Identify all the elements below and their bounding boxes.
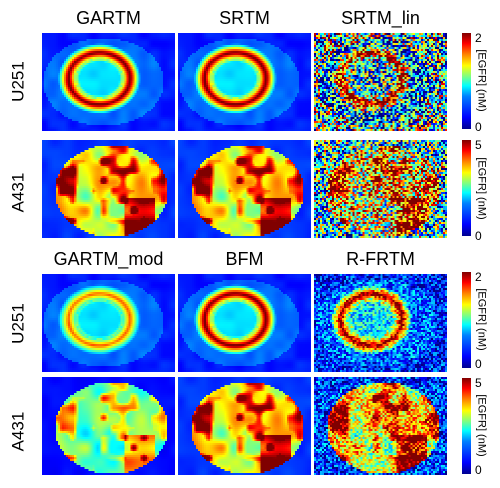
row-label-a431: A431 bbox=[8, 172, 28, 213]
map-panel-u251-r-frtm bbox=[314, 274, 447, 372]
colorbar-a431-top bbox=[462, 140, 471, 236]
map-panel-a431-gartm bbox=[42, 140, 175, 238]
column-title-srtm-lin: SRTM_lin bbox=[341, 8, 420, 28]
map-panel-u251-srtm bbox=[178, 33, 311, 131]
colorbar-min-tick: 0 bbox=[475, 120, 482, 134]
map-panel-u251-bfm bbox=[178, 274, 311, 372]
colorbar-label: [EGFR] (nM) bbox=[475, 288, 488, 351]
colorbar-max-tick: 5 bbox=[475, 376, 482, 390]
colorbar-u251-bottom bbox=[462, 272, 471, 368]
map-panel-u251-gartm bbox=[42, 33, 175, 131]
colorbar-a431-bottom bbox=[462, 378, 471, 474]
colorbar-min-tick: 0 bbox=[475, 357, 482, 371]
row-label-u251: U251 bbox=[8, 61, 28, 102]
column-title-bfm: BFM bbox=[225, 249, 264, 269]
row-label-u251: U251 bbox=[8, 303, 28, 344]
map-panel-a431-gartm-mod bbox=[42, 377, 175, 475]
colorbar-max-tick: 2 bbox=[475, 31, 482, 45]
map-panel-a431-r-frtm bbox=[314, 377, 447, 475]
map-panel-a431-bfm bbox=[178, 377, 311, 475]
colorbar-label: [EGFR] (nM) bbox=[475, 394, 488, 457]
map-panel-a431-srtm-lin bbox=[314, 140, 447, 238]
map-panel-u251-srtm-lin bbox=[314, 33, 447, 131]
colorbar-u251-top bbox=[462, 33, 471, 129]
colorbar-max-tick: 2 bbox=[475, 270, 482, 284]
column-title-gartm: GARTM bbox=[76, 8, 141, 28]
colorbar-label: [EGFR] (nM) bbox=[475, 49, 488, 112]
column-title-r-frtm: R-FRTM bbox=[346, 249, 415, 269]
colorbar-min-tick: 0 bbox=[475, 463, 482, 477]
map-panel-u251-gartm-mod bbox=[42, 274, 175, 372]
colorbar-min-tick: 0 bbox=[475, 229, 482, 243]
colorbar-max-tick: 5 bbox=[475, 138, 482, 152]
colorbar-label: [EGFR] (nM) bbox=[475, 157, 488, 220]
column-title-srtm: SRTM bbox=[219, 8, 270, 28]
map-panel-a431-srtm bbox=[178, 140, 311, 238]
row-label-a431: A431 bbox=[8, 411, 28, 452]
column-title-gartm-mod: GARTM_mod bbox=[53, 249, 164, 269]
